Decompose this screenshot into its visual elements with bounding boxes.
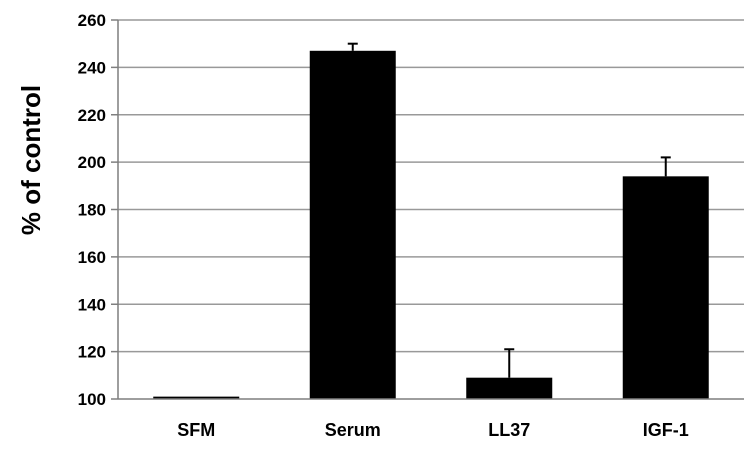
y-tick-label: 260 <box>78 11 106 30</box>
bar-serum <box>309 50 396 399</box>
y-tick-label: 240 <box>78 58 106 77</box>
x-category-label: Serum <box>325 420 381 440</box>
y-tick-label: 140 <box>78 295 106 314</box>
error-bars <box>347 42 671 378</box>
x-category-label: LL37 <box>488 420 530 440</box>
bars <box>153 50 709 399</box>
y-tick-labels: 100 120 140 160 180 200 220 240 260 <box>78 11 106 409</box>
bar-ll37 <box>466 377 553 399</box>
y-tick-label: 180 <box>78 201 106 220</box>
gridlines <box>118 19 744 353</box>
y-axis-title: % of control <box>16 85 46 235</box>
axes <box>111 19 744 400</box>
x-category-label: SFM <box>177 420 215 440</box>
y-tick-label: 220 <box>78 106 106 125</box>
y-tick-label: 100 <box>78 390 106 409</box>
y-tick-label: 200 <box>78 153 106 172</box>
x-category-labels: SFM Serum LL37 IGF-1 <box>177 420 689 440</box>
y-tick-label: 160 <box>78 248 106 267</box>
bar-igf-1 <box>622 176 709 399</box>
x-category-label: IGF-1 <box>643 420 689 440</box>
bar-sfm <box>153 396 240 399</box>
y-tick-label: 120 <box>78 343 106 362</box>
